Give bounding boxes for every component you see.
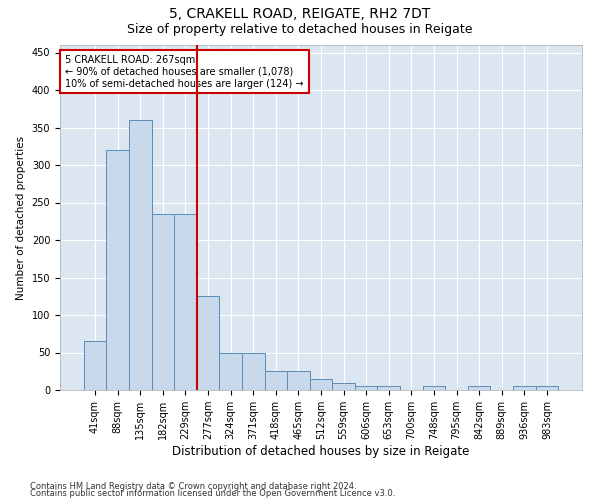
Bar xyxy=(220,352,242,390)
Bar xyxy=(242,352,265,390)
Y-axis label: Number of detached properties: Number of detached properties xyxy=(16,136,26,300)
Text: 5, CRAKELL ROAD, REIGATE, RH2 7DT: 5, CRAKELL ROAD, REIGATE, RH2 7DT xyxy=(169,8,431,22)
Text: Contains public sector information licensed under the Open Government Licence v3: Contains public sector information licen… xyxy=(30,490,395,498)
Bar xyxy=(310,379,332,390)
Bar xyxy=(377,386,400,390)
Bar xyxy=(332,382,355,390)
Bar xyxy=(106,150,129,390)
Bar xyxy=(174,214,197,390)
Bar xyxy=(287,371,310,390)
Bar xyxy=(84,341,106,390)
Bar xyxy=(513,386,536,390)
X-axis label: Distribution of detached houses by size in Reigate: Distribution of detached houses by size … xyxy=(172,445,470,458)
Text: 5 CRAKELL ROAD: 267sqm
← 90% of detached houses are smaller (1,078)
10% of semi-: 5 CRAKELL ROAD: 267sqm ← 90% of detached… xyxy=(65,56,304,88)
Bar xyxy=(536,386,558,390)
Bar xyxy=(468,386,490,390)
Bar xyxy=(129,120,152,390)
Bar xyxy=(197,296,220,390)
Bar xyxy=(355,386,377,390)
Text: Contains HM Land Registry data © Crown copyright and database right 2024.: Contains HM Land Registry data © Crown c… xyxy=(30,482,356,491)
Bar xyxy=(422,386,445,390)
Bar xyxy=(152,214,174,390)
Text: Size of property relative to detached houses in Reigate: Size of property relative to detached ho… xyxy=(127,22,473,36)
Bar xyxy=(265,371,287,390)
